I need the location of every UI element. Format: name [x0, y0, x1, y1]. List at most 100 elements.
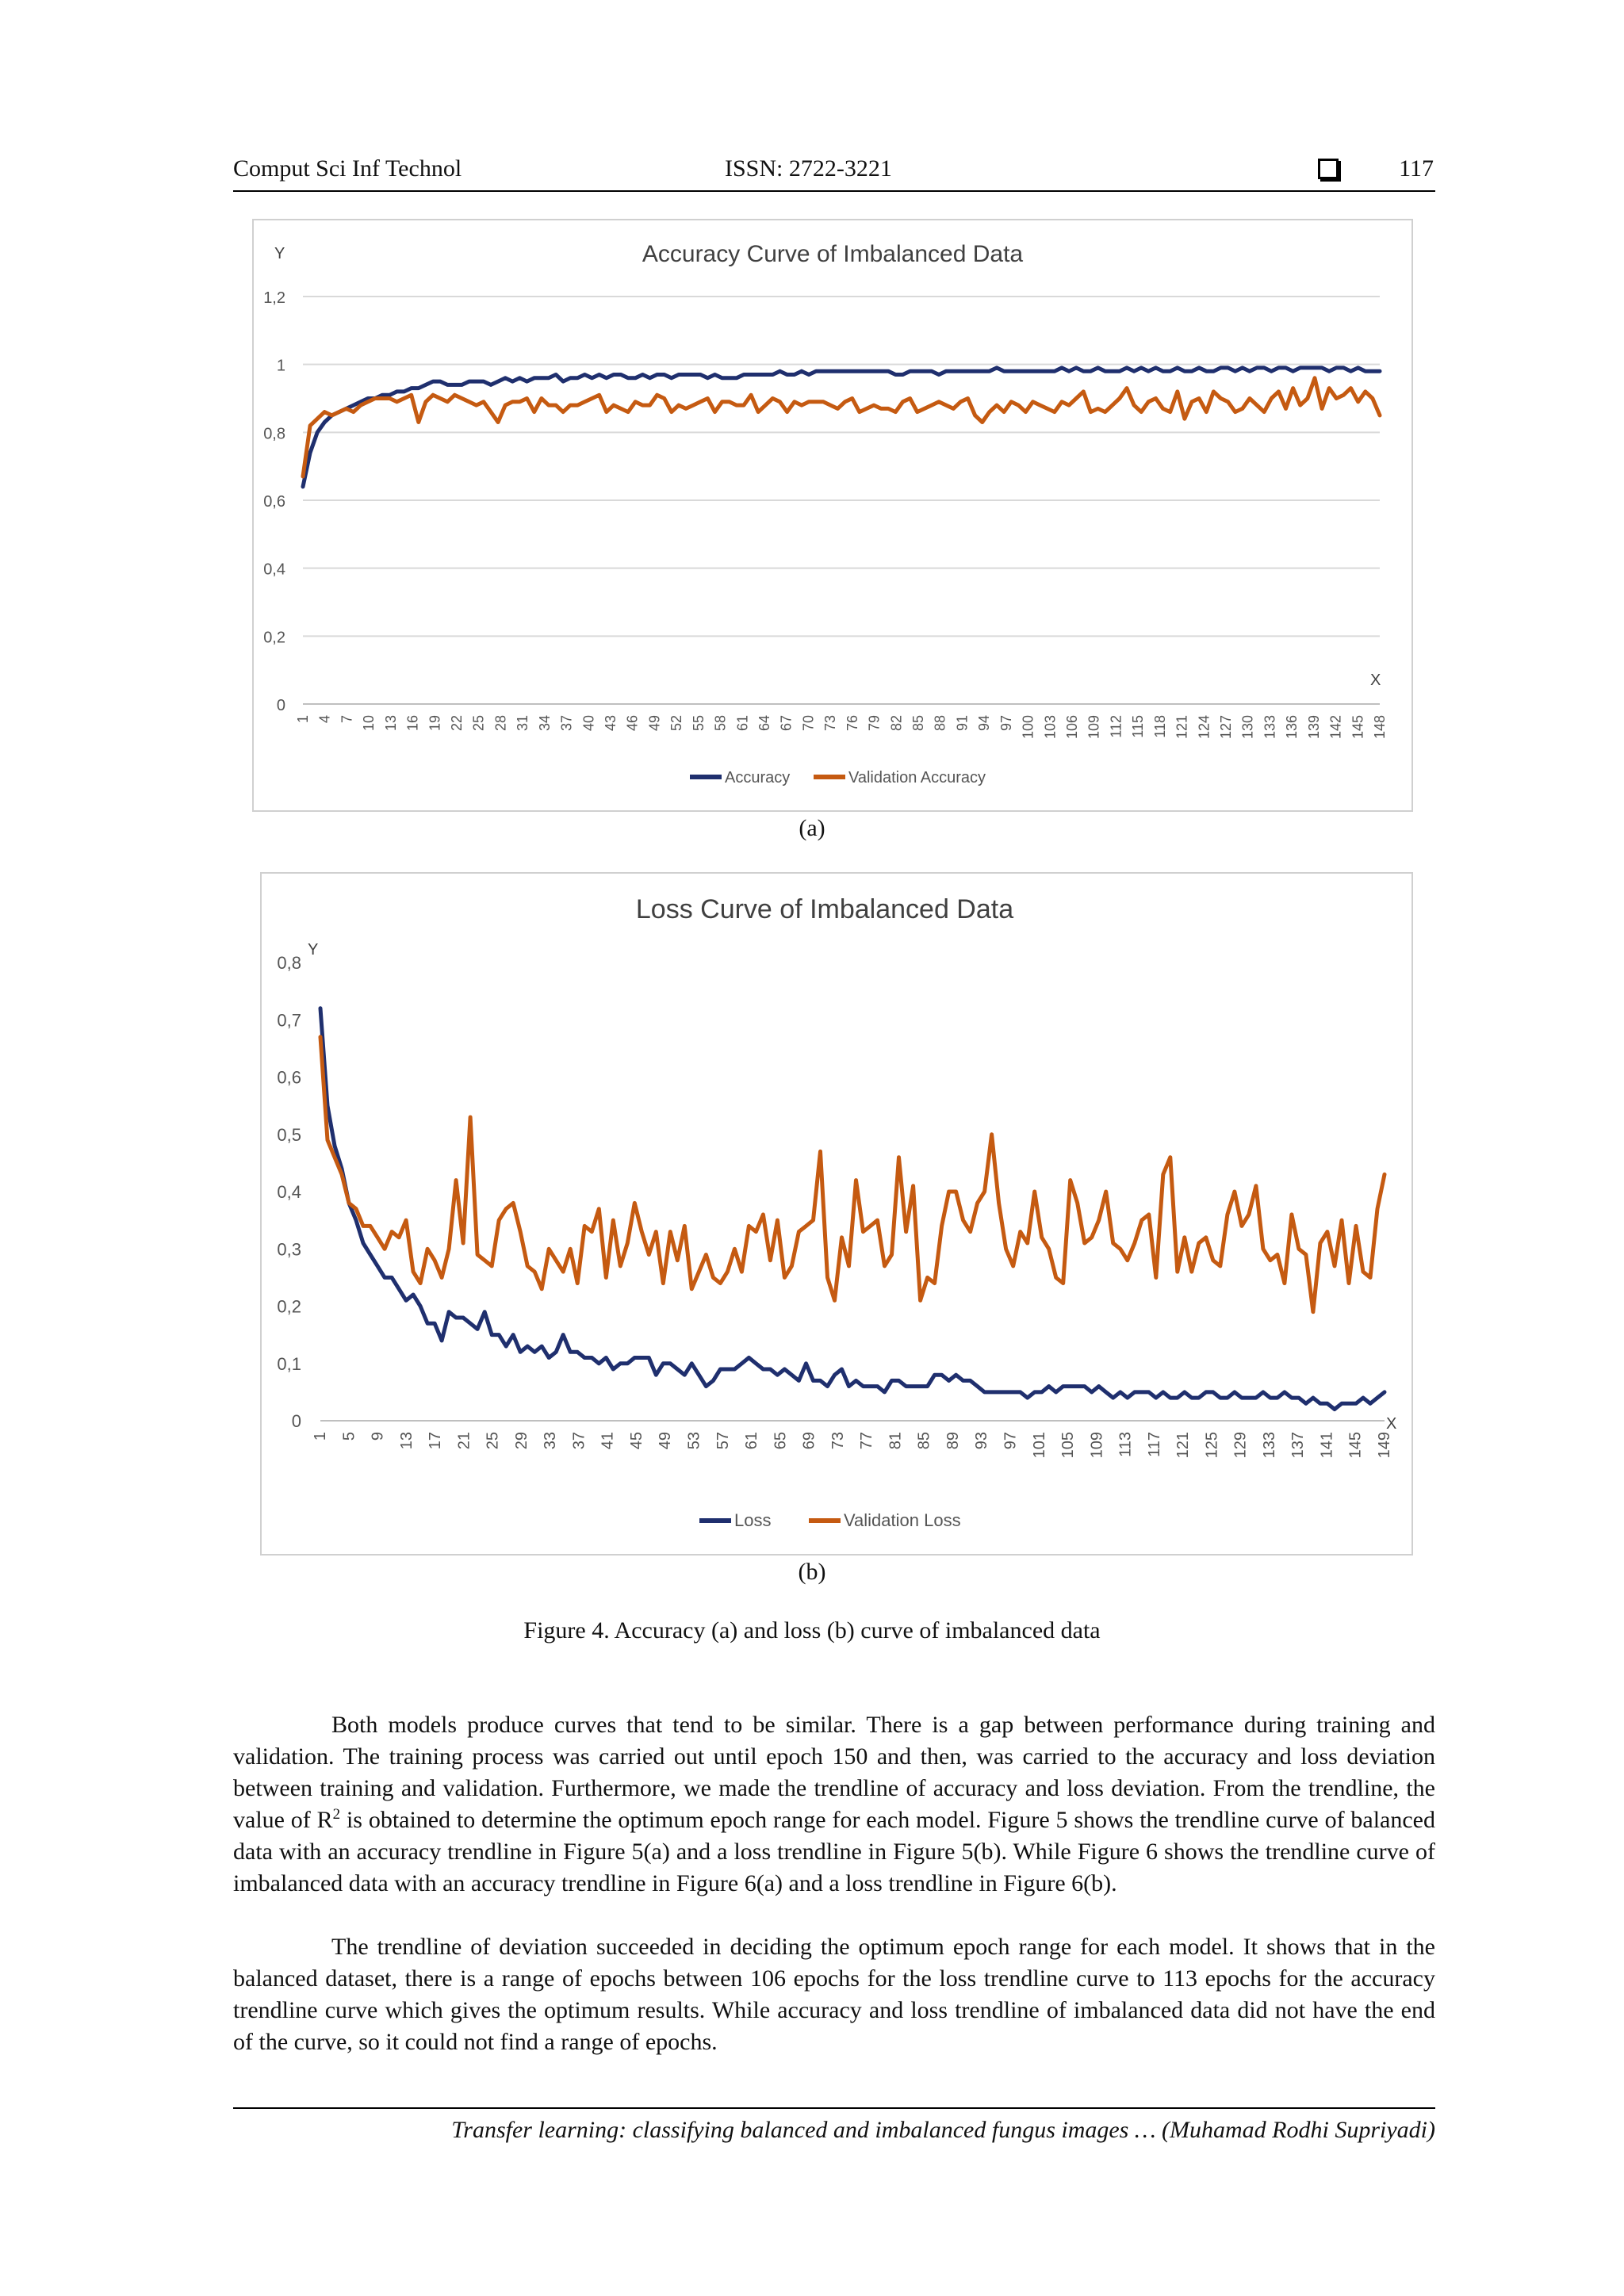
y-axis-label: Y: [308, 941, 318, 959]
body-paragraph-2: The trendline of deviation succeeded in …: [233, 1931, 1435, 2058]
x-tick-label: 29: [513, 1432, 530, 1449]
x-tick-label: 61: [734, 715, 750, 731]
x-tick-label: 65: [772, 1432, 789, 1449]
x-tick-label: 93: [973, 1432, 990, 1449]
x-tick-label: 73: [822, 715, 838, 731]
x-tick-label: 100: [1021, 715, 1036, 739]
x-tick-label: 10: [361, 715, 377, 731]
x-tick-label: 145: [1350, 715, 1365, 739]
body-paragraph-1: Both models produce curves that tend to …: [233, 1709, 1435, 1900]
x-tick-label: 16: [405, 715, 421, 731]
x-tick-label: 133: [1261, 1432, 1278, 1458]
x-tick-label: 28: [492, 715, 508, 731]
legend-label-0: Accuracy: [725, 769, 790, 786]
chart-title: Loss Curve of Imbalanced Data: [636, 894, 1013, 924]
x-axis-label: X: [1370, 672, 1381, 689]
x-tick-label: 22: [449, 715, 465, 731]
x-tick-label: 81: [887, 1432, 904, 1449]
x-tick-label: 148: [1372, 715, 1388, 739]
x-tick-label: 101: [1031, 1432, 1048, 1458]
x-tick-label: 25: [471, 715, 487, 731]
accuracy-chart-frame: Accuracy Curve of Imbalanced Data 0 0,2 0,4…: [252, 219, 1413, 812]
x-tick-label: 79: [867, 715, 883, 731]
x-tick-label: 46: [625, 715, 641, 731]
x-tick-label: 33: [542, 1432, 559, 1449]
y-tick-label: 0,6: [277, 1068, 301, 1088]
x-tick-label: 49: [646, 715, 662, 731]
x-tick-label: 133: [1262, 715, 1277, 739]
x-tick-label: 34: [537, 715, 553, 731]
y-tick-label: 0,6: [263, 493, 285, 511]
x-tick-label: 125: [1203, 1432, 1220, 1458]
y-tick-label: 0,2: [277, 1297, 301, 1317]
legend-label-1: Validation Accuracy: [848, 769, 986, 786]
x-tick-label: 67: [779, 715, 795, 731]
x-tick-label: 129: [1232, 1432, 1250, 1458]
x-tick-label: 88: [933, 715, 948, 731]
issn: ISSN: 2722-3221: [725, 155, 892, 182]
series-line-1: [318, 1035, 1387, 1314]
loss-chart-frame: Loss Curve of Imbalanced Data 0 0,1 0,2 0,3 0…: [260, 872, 1413, 1556]
x-tick-label: 19: [427, 715, 442, 731]
y-tick-label: 0: [292, 1411, 301, 1431]
x-tick-label: 82: [888, 715, 904, 731]
x-tick-label: 124: [1196, 715, 1212, 739]
y-tick-label: 0: [277, 697, 285, 714]
x-tick-label: 5: [340, 1432, 358, 1441]
x-tick-label: 85: [910, 715, 926, 731]
x-tick-label: 69: [801, 1432, 818, 1449]
y-tick-label: 0,4: [277, 1182, 301, 1202]
x-tick-label: 1: [295, 715, 311, 723]
journal-name: Comput Sci Inf Technol: [233, 155, 462, 182]
series-line-1: [301, 376, 1382, 479]
x-tick-label: 52: [668, 715, 684, 731]
x-tick-label: 121: [1174, 715, 1190, 739]
accuracy-chart: Accuracy Curve of Imbalanced Data 0 0,2 0,4…: [263, 241, 1388, 786]
series-line-0: [301, 365, 1382, 489]
paragraph-1-text-b: is obtained to determine the optimum epo…: [233, 1807, 1435, 1896]
x-axis-label: X: [1386, 1415, 1396, 1433]
x-tick-label: 9: [370, 1432, 387, 1441]
x-tick-label: 89: [944, 1432, 962, 1449]
running-header: Comput Sci Inf Technol ISSN: 2722-3221 1…: [233, 155, 1435, 192]
x-tick-label: 118: [1152, 715, 1168, 738]
x-tick-label: 31: [515, 715, 530, 731]
x-tick-label: 103: [1042, 715, 1058, 739]
x-tick-label: 145: [1347, 1432, 1365, 1458]
x-tick-label: 17: [427, 1432, 444, 1449]
x-tick-label: 94: [976, 715, 992, 731]
x-tick-label: 109: [1086, 715, 1102, 739]
x-tick-label: 53: [686, 1432, 703, 1449]
y-tick-label: 0,3: [277, 1239, 301, 1259]
x-tick-label: 7: [339, 715, 354, 723]
r-squared-superscript: 2: [332, 1806, 341, 1823]
series-line-0: [318, 1006, 1387, 1411]
x-tick-label: 4: [317, 715, 333, 723]
paragraph-1-text-a: Both models produce curves that tend to …: [233, 1712, 1435, 1833]
x-tick-label: 141: [1318, 1432, 1335, 1458]
y-tick-label: 1,2: [263, 289, 285, 307]
x-tick-label: 13: [383, 715, 399, 731]
x-tick-label: 76: [845, 715, 860, 731]
x-tick-label: 61: [743, 1432, 760, 1449]
x-tick-label: 13: [398, 1432, 416, 1449]
paragraph-2-text: The trendline of deviation succeeded in …: [233, 1934, 1435, 2055]
x-tick-label: 25: [485, 1432, 502, 1449]
x-tick-label: 97: [1002, 1432, 1019, 1449]
figure-caption: Figure 4. Accuracy (a) and loss (b) curv…: [523, 1617, 1101, 1644]
legend-label-0: Loss: [734, 1510, 771, 1530]
square-bullet-icon: [1318, 159, 1339, 179]
x-tick-label: 105: [1059, 1432, 1077, 1458]
y-tick-label: 0,8: [263, 425, 285, 442]
x-tick-label: 85: [916, 1432, 933, 1449]
x-tick-label: 58: [713, 715, 729, 731]
x-tick-label: 21: [455, 1432, 473, 1449]
legend-label-1: Validation Loss: [844, 1510, 961, 1530]
x-tick-label: 127: [1218, 715, 1234, 739]
chart-title: Accuracy Curve of Imbalanced Data: [642, 241, 1024, 267]
x-tick-label: 121: [1174, 1432, 1192, 1458]
x-tick-label: 112: [1108, 715, 1124, 738]
x-tick-label: 113: [1117, 1432, 1135, 1457]
loss-chart: Loss Curve of Imbalanced Data 0 0,1 0,2 0,3 0…: [277, 894, 1396, 1530]
x-tick-label: 142: [1328, 715, 1344, 739]
